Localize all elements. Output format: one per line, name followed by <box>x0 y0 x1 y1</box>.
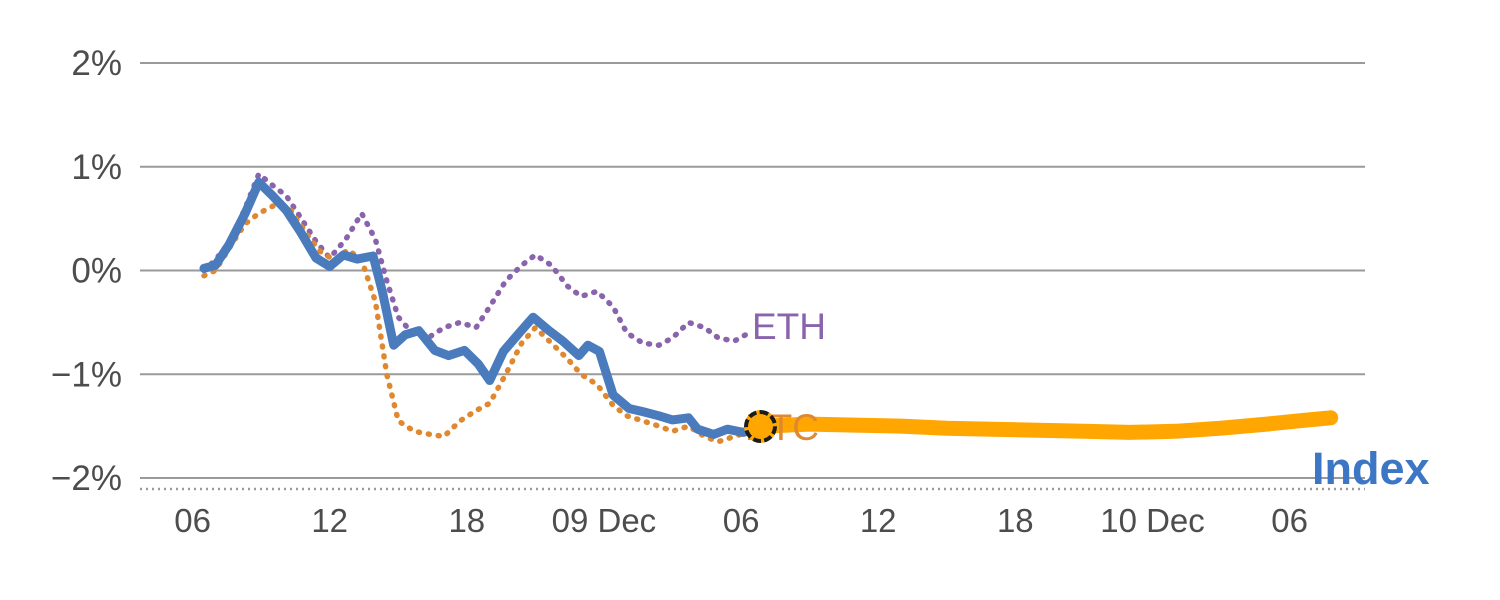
y-axis-tick-label: −1% <box>51 355 122 394</box>
y-axis-tick-label: 0% <box>71 252 122 291</box>
x-axis-tick-label: 06 <box>723 502 760 539</box>
x-axis-tick-label: 10 Dec <box>1100 502 1205 539</box>
series-line-eth <box>201 171 749 348</box>
x-axis-tick-label: 18 <box>448 502 485 539</box>
series-line-index <box>199 177 764 439</box>
eth-series-label: ETH <box>752 306 826 347</box>
x-axis-tick-label: 12 <box>311 502 348 539</box>
btc-last-point-marker <box>744 410 777 443</box>
x-axis-tick-label: 18 <box>997 502 1034 539</box>
series-line-btc-latest <box>756 410 1339 440</box>
x-axis-tick-label: 09 Dec <box>552 502 657 539</box>
series-line-btc-history <box>201 202 767 445</box>
y-axis-tick-label: −2% <box>51 459 122 498</box>
y-axis-tick-label: 2% <box>71 44 122 83</box>
x-axis-tick-label: 12 <box>860 502 897 539</box>
y-axis-tick-label: 1% <box>71 148 122 187</box>
index-series-label: Index <box>1312 443 1430 494</box>
x-axis-tick-label: 06 <box>1271 502 1308 539</box>
x-axis-tick-label: 06 <box>174 502 211 539</box>
